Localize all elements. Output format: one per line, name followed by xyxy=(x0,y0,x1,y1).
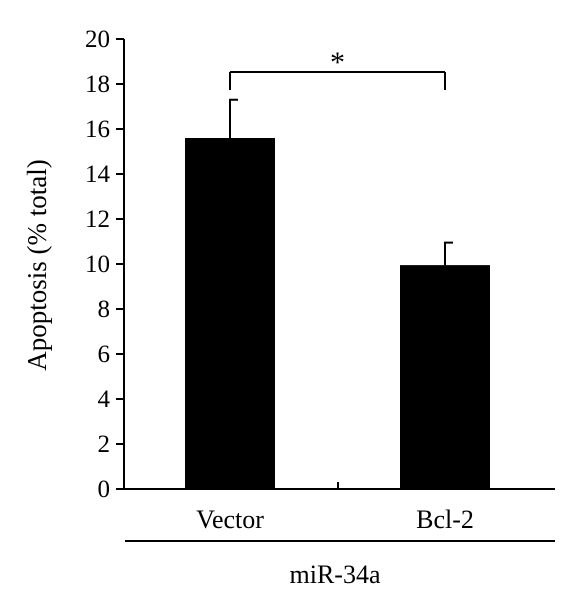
bar-vector xyxy=(185,138,275,489)
y-tick-label: 20 xyxy=(85,26,110,53)
y-tick-label: 14 xyxy=(85,161,111,188)
bar-bcl-2 xyxy=(400,265,490,489)
y-axis-ticks: 0 2 4 6 8 10 12 14 16 18 20 xyxy=(85,26,124,503)
y-tick-label: 2 xyxy=(98,431,111,458)
y-tick-label: 12 xyxy=(85,206,110,233)
significance-bracket: * xyxy=(229,46,446,90)
bars xyxy=(185,138,490,489)
group-label: miR-34a xyxy=(290,560,381,589)
y-tick-label: 0 xyxy=(98,476,111,503)
y-tick-label: 6 xyxy=(98,341,111,368)
y-tick-label: 10 xyxy=(85,251,110,278)
y-tick-label: 18 xyxy=(85,71,110,98)
significance-star: * xyxy=(330,46,345,79)
error-bars xyxy=(229,98,453,266)
x-tick-label: Bcl-2 xyxy=(416,505,474,534)
x-tick-label: Vector xyxy=(196,505,264,534)
y-axis-label: Apoptosis (% total) xyxy=(22,159,52,370)
y-tick-label: 16 xyxy=(85,116,110,143)
y-tick-label: 8 xyxy=(98,296,111,323)
x-axis: Vector Bcl-2 xyxy=(124,482,555,542)
y-tick-label: 4 xyxy=(98,386,111,413)
